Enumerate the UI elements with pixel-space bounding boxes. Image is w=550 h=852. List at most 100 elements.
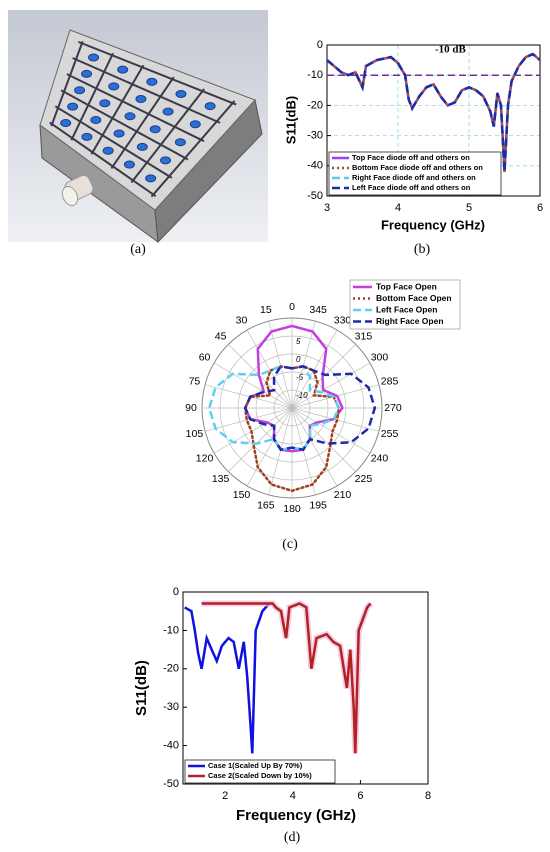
series-line — [184, 602, 271, 754]
legend-label: Top Face Open — [376, 281, 437, 291]
theta-tick-label: 0 — [289, 301, 295, 313]
grid-strip — [54, 105, 173, 179]
antenna-render — [8, 10, 268, 244]
grid-strip — [66, 73, 205, 143]
theta-tick-label: 90 — [185, 402, 197, 414]
diode — [60, 118, 72, 127]
x-tick-label: 8 — [425, 790, 431, 802]
caption: (a) — [130, 242, 146, 257]
grid-spoke — [291, 407, 338, 487]
diode — [135, 95, 147, 104]
cube-top-face — [39, 29, 256, 211]
series-line — [243, 364, 377, 452]
series-line — [207, 364, 341, 452]
x-tick-label: 3 — [324, 202, 330, 214]
diode — [99, 99, 111, 108]
grid-spoke — [204, 384, 293, 409]
series-line — [327, 52, 540, 172]
diode — [145, 174, 157, 183]
legend-label: Right Face Open — [376, 316, 444, 326]
diode — [136, 142, 148, 151]
theta-tick-label: 240 — [371, 452, 389, 464]
legend-label: Right Face diode off and others on — [352, 173, 476, 182]
y-tick-label: -30 — [307, 130, 323, 142]
grid-strip — [90, 64, 145, 155]
legend-label: Bottom Face Open — [376, 293, 452, 303]
y-tick-label: -20 — [307, 99, 323, 111]
x-tick-label: 4 — [395, 202, 401, 214]
x-axis-label: Frequency (GHz) — [381, 217, 485, 232]
grid-spoke — [291, 320, 316, 409]
legend-box — [328, 151, 502, 196]
grid-spoke — [246, 329, 293, 409]
theta-tick-label: 60 — [199, 351, 211, 363]
grid-spoke — [213, 362, 293, 409]
diode — [124, 112, 136, 121]
grid-strip — [70, 52, 114, 141]
y-tick-label: 0 — [173, 586, 179, 598]
y-tick-label: -40 — [307, 160, 323, 172]
grid-spoke — [268, 320, 293, 409]
diode — [74, 86, 86, 95]
grid-spoke — [291, 362, 371, 409]
theta-tick-label: 45 — [215, 330, 227, 342]
y-tick-label: -50 — [163, 778, 179, 790]
theta-tick-label: 165 — [257, 499, 275, 511]
y-tick-label: -50 — [307, 190, 323, 202]
grid-strip — [110, 76, 175, 169]
r-tick-label: 0 — [296, 355, 301, 364]
theta-tick-label: 210 — [334, 489, 352, 501]
x-axis-label: Frequency (GHz) — [236, 807, 356, 824]
legend-label: Case 1(Scaled Up By 70%) — [208, 761, 303, 770]
x-tick-label: 2 — [222, 790, 228, 802]
legend-label: Bottom Face diode off and others on — [352, 163, 483, 172]
diode — [160, 156, 172, 165]
y-tick-label: -10 — [163, 624, 179, 636]
theta-tick-label: 75 — [189, 376, 201, 388]
theta-tick-label: 225 — [355, 473, 373, 485]
diode — [90, 116, 102, 125]
grid-spoke — [213, 407, 293, 454]
diode — [117, 65, 129, 74]
grid-strip — [60, 89, 189, 161]
theta-tick-label: 195 — [309, 499, 327, 511]
diode — [88, 53, 100, 62]
caption: (d) — [284, 830, 301, 845]
theta-tick-label: 255 — [381, 428, 399, 440]
r-tick-label: -10 — [296, 391, 308, 400]
diode — [81, 132, 93, 141]
y-axis-label: S11(dB) — [283, 96, 298, 144]
grid-strip — [49, 121, 157, 197]
y-tick-label: -10 — [307, 69, 323, 81]
grid-spoke — [291, 407, 371, 454]
x-tick-label: 4 — [290, 790, 296, 802]
diode — [162, 107, 174, 116]
theta-tick-label: 345 — [309, 304, 327, 316]
grid-strip — [72, 57, 221, 124]
theta-tick-label: 315 — [355, 330, 373, 342]
y-axis-label: S11(dB) — [133, 660, 150, 716]
theta-tick-label: 285 — [381, 376, 399, 388]
series-line — [201, 602, 372, 754]
y-tick-label: 0 — [317, 39, 323, 51]
theta-tick-label: 105 — [186, 428, 204, 440]
theta-tick-label: 15 — [260, 304, 272, 316]
legend-label: Left Face Open — [376, 304, 437, 314]
plot-frame — [182, 591, 429, 785]
plot-frame — [326, 44, 541, 197]
theta-tick-label: 30 — [236, 314, 248, 326]
diode — [81, 69, 93, 78]
series-line — [243, 324, 344, 453]
theta-tick-label: 120 — [196, 452, 214, 464]
diode — [146, 77, 158, 86]
r-tick-label: 5 — [296, 337, 301, 346]
legend-label: Left Face diode off and others on — [352, 183, 471, 192]
y-tick-label: -40 — [163, 740, 179, 752]
theta-tick-label: 135 — [212, 473, 230, 485]
grid-spoke — [291, 407, 356, 472]
grid-spoke — [228, 407, 293, 472]
diode — [108, 82, 120, 91]
grid-spoke — [268, 407, 293, 496]
diode — [102, 146, 114, 155]
